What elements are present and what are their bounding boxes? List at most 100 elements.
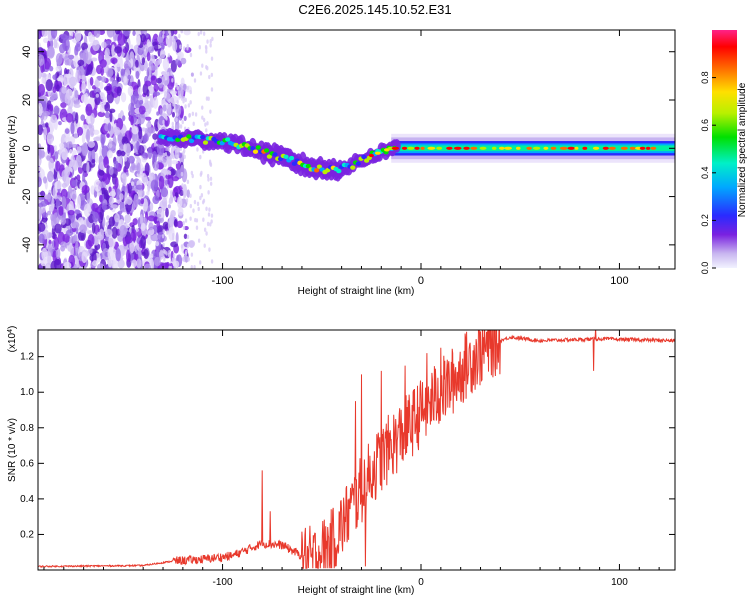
spectrogram-noise-speckle <box>133 46 138 53</box>
spectrogram-ridge-blob <box>250 146 256 151</box>
snr-y-tick-label: 0.8 <box>20 423 34 434</box>
spectrogram-noise-speckle <box>47 45 55 59</box>
spectrogram-noise-speckle <box>60 34 68 40</box>
spectrogram-noise-speckle <box>165 174 171 180</box>
spectrogram-noise-speckle <box>68 54 75 60</box>
spectrogram-noise-speckle <box>140 33 147 43</box>
spectrogram-noise-speckle <box>124 143 131 155</box>
spectrogram-noise-speckle <box>186 44 189 49</box>
spectrogram-noise-speckle <box>167 204 171 209</box>
spectrogram-ridge-blob <box>175 137 181 142</box>
spectrogram-noise-speckle <box>106 133 110 138</box>
spectrogram-hot-spot <box>504 146 512 150</box>
spectrogram-noise-speckle <box>186 234 190 240</box>
spectrogram-noise-speckle <box>182 96 186 101</box>
spectrogram-noise-speckle <box>61 86 67 94</box>
spectrogram-hot-spot <box>436 146 443 150</box>
spectrogram-noise-speckle <box>99 59 107 68</box>
spectrogram-noise-speckle <box>170 95 179 104</box>
spectrogram-noise-speckle <box>122 30 131 37</box>
spectrogram-noise-speckle <box>47 193 51 203</box>
spectrogram-noise-speckle <box>45 79 53 92</box>
spectrogram-noise-speckle <box>87 31 93 40</box>
spectrogram-noise-speckle <box>38 207 41 220</box>
spectrogram-noise-speckle <box>199 71 203 76</box>
spectrogram-noise-speckle <box>209 109 212 114</box>
spectrogram-noise-speckle <box>63 55 69 63</box>
spectrogram-noise-speckle <box>117 33 126 46</box>
spectrogram-noise-speckle <box>54 151 59 160</box>
spectrogram-noise-speckle <box>87 64 93 75</box>
spectrogram-noise-speckle <box>136 140 140 151</box>
spectrogram-noise-speckle <box>112 126 121 136</box>
spectrogram-noise-speckle <box>205 45 208 51</box>
spectrogram-noise-speckle <box>94 30 101 38</box>
spectrogram-noise-speckle <box>132 90 139 105</box>
spectrogram-noise-speckle <box>178 33 181 39</box>
spectrogram-noise-speckle <box>172 253 176 258</box>
spectrogram-noise-speckle <box>197 206 200 212</box>
spectrogram-noise-speckle <box>138 105 146 115</box>
spectrogram-noise-speckle <box>94 79 100 88</box>
colorbar-label: Normalized spectral amplitude <box>737 82 748 217</box>
spectrogram-noise-speckle <box>136 35 141 46</box>
spectrogram-noise-speckle <box>192 121 195 127</box>
spectrogram-noise-speckle <box>210 72 214 78</box>
spectrogram-noise-speckle <box>210 213 214 218</box>
spectrogram-ridge-blob <box>225 137 231 142</box>
spectrogram-noise-speckle <box>166 184 169 189</box>
spectrogram-noise-speckle <box>205 128 208 133</box>
spectrogram-noise-speckle <box>162 30 165 35</box>
spectrogram-noise-speckle <box>137 111 146 125</box>
spectrogram-noise-speckle <box>196 201 200 207</box>
spectrogram-noise-speckle <box>205 206 208 211</box>
spectrogram-noise-speckle <box>158 175 165 190</box>
spectrogram-noise-speckle <box>132 30 136 36</box>
spectrogram-noise-speckle <box>162 221 169 230</box>
spectrogram-noise-speckle <box>55 65 62 72</box>
spectrogram-noise-speckle <box>147 146 153 160</box>
spectrogram-noise-speckle <box>205 231 208 236</box>
spectrogram-noise-speckle <box>48 239 52 245</box>
spectrogram-noise-speckle <box>184 104 187 109</box>
spectrogram-noise-speckle <box>130 228 137 242</box>
spectrogram-noise-speckle <box>162 197 166 202</box>
spectrogram-noise-speckle <box>74 89 79 99</box>
spectrogram-noise-speckle <box>193 78 197 83</box>
spectrogram-noise-speckle <box>92 39 100 52</box>
spectrogram-noise-speckle <box>165 207 169 218</box>
spectrogram-noise-speckle <box>160 187 169 198</box>
spectrogram-noise-speckle <box>152 91 161 96</box>
spectrogram-noise-speckle <box>101 41 107 49</box>
spectrogram-noise-speckle <box>136 162 141 175</box>
spectrogram-noise-speckle <box>176 147 180 153</box>
spectrogram-noise-speckle <box>187 103 191 108</box>
spectrogram-noise-speckle <box>203 227 207 232</box>
spectrogram-noise-speckle <box>42 110 51 117</box>
spectrogram-noise-speckle <box>180 57 187 65</box>
colorbar: 0.0 0.2 0.4 0.6 0.8 Normalized spectral ampl… <box>700 30 748 274</box>
spectrogram-y-tick-label: 0 <box>21 145 33 151</box>
spectrogram-noise-speckle <box>145 116 152 121</box>
spectrogram-noise-speckle <box>53 258 62 269</box>
spectrogram-noise-speckle <box>73 103 81 109</box>
spectrogram-noise-speckle <box>139 214 143 225</box>
spectrogram-y-tick-label: -20 <box>21 189 33 205</box>
spectrogram-noise-speckle <box>122 47 129 54</box>
spectrogram-noise-speckle <box>152 150 158 164</box>
spectrogram-noise-speckle <box>76 146 82 154</box>
spectrogram-noise-speckle <box>150 179 159 192</box>
spectrogram-noise-speckle <box>166 230 169 235</box>
spectrogram-noise-speckle <box>177 207 184 216</box>
spectrogram-noise-speckle <box>47 251 52 266</box>
spectrogram-noise-speckle <box>106 150 113 159</box>
spectrogram-noise-speckle <box>87 234 95 247</box>
spectrogram-noise-speckle <box>171 176 179 182</box>
spectrogram-noise-speckle <box>209 161 212 166</box>
spectrogram-noise-speckle <box>90 112 95 125</box>
spectrogram-noise-speckle <box>165 34 174 48</box>
spectrogram-noise-speckle <box>209 176 213 181</box>
spectrogram-noise-speckle <box>92 211 100 223</box>
spectrogram-noise-speckle <box>206 66 209 71</box>
spectrogram-noise-speckle <box>209 43 212 48</box>
